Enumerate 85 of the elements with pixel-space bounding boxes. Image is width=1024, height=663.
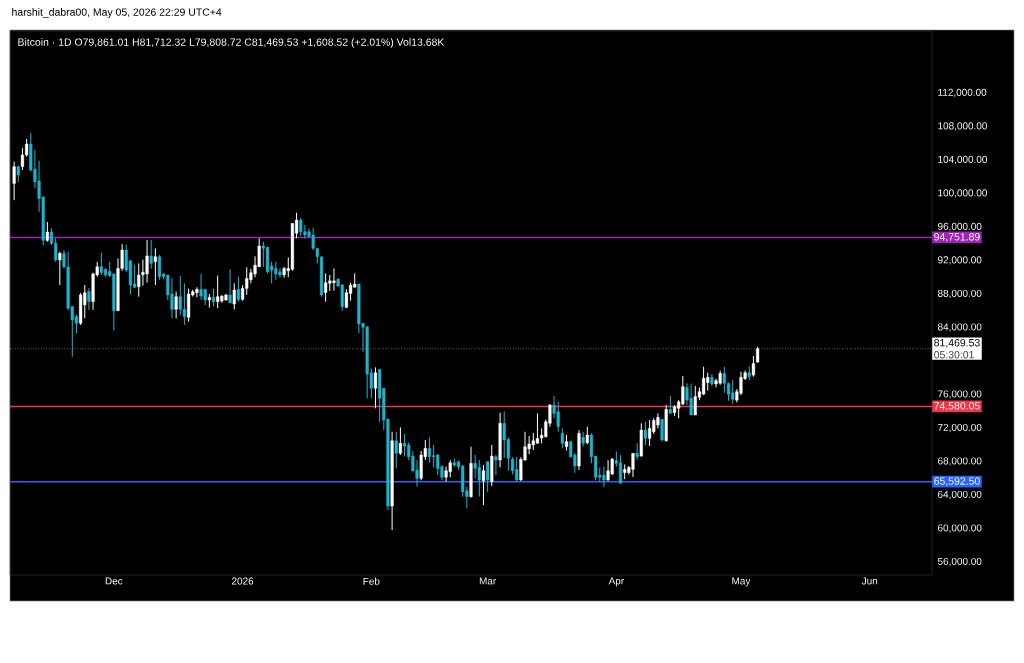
- candlestick: [195, 286, 199, 298]
- candlestick: [58, 251, 62, 286]
- y-tick-label: 64,000.00: [938, 490, 982, 500]
- x-tick-label: May: [732, 577, 751, 587]
- candlestick: [581, 431, 585, 448]
- candlestick: [419, 450, 423, 481]
- candlestick: [631, 452, 635, 478]
- y-tick-label: 88,000.00: [937, 289, 982, 299]
- candlestick: [149, 239, 153, 270]
- candlestick: [515, 456, 519, 483]
- y-tick-label: 108,000.00: [938, 122, 987, 131]
- candlestick: [340, 283, 344, 312]
- candlestick: [145, 239, 149, 284]
- candlestick: [274, 261, 278, 281]
- candlestick: [618, 454, 623, 484]
- candlestick: [278, 267, 282, 279]
- candlestick: [236, 276, 240, 303]
- candlestick: [398, 426, 402, 456]
- y-tick-label: 60,000.00: [938, 524, 982, 533]
- candlestick: [660, 418, 664, 443]
- candlestick: [228, 268, 232, 304]
- candlestick: [199, 273, 203, 301]
- candlestick: [299, 217, 303, 237]
- candlestick: [153, 247, 157, 286]
- candlestick: [373, 366, 378, 409]
- candlestick: [332, 267, 336, 292]
- y-tick-label: 72,000.00: [938, 423, 982, 433]
- candlestick: [87, 287, 91, 311]
- candlestick: [20, 147, 25, 171]
- candlestick: [486, 461, 490, 493]
- candlestick: [706, 372, 710, 392]
- candlestick: [232, 282, 236, 310]
- text: 05:30:01: [934, 350, 974, 359]
- candlestick: [187, 288, 191, 323]
- candlestick: [502, 411, 506, 459]
- candlestick: [174, 290, 178, 319]
- candlestick: [245, 266, 249, 296]
- text: harshit_dabra00, May 05, 2026 22:29 UTC+4: [12, 8, 222, 18]
- candlestick: [170, 277, 174, 319]
- candlestick: [693, 385, 697, 416]
- candlestick: [635, 442, 639, 461]
- candlestick: [494, 454, 498, 476]
- candlestick: [606, 459, 610, 482]
- y-tick-label: 96,000.00: [938, 222, 982, 232]
- y-tick-label: 56,000.00: [937, 557, 982, 567]
- candlestick: [643, 421, 648, 446]
- x-tick-label: Feb: [363, 577, 380, 585]
- y-tick-label: 76,000.00: [938, 390, 982, 399]
- candlestick: [560, 427, 564, 449]
- x-tick-label: Apr: [608, 577, 624, 587]
- y-tick-label: 104,000.00: [938, 155, 987, 165]
- ref-line-label: 81,469.53: [934, 339, 980, 348]
- x-tick-label: 2026: [232, 577, 254, 585]
- y-tick-label: 68,000.00: [938, 457, 982, 466]
- candlestick: [178, 275, 182, 316]
- candlestick: [141, 259, 145, 287]
- candlestick: [473, 454, 477, 479]
- candlestick: [157, 254, 162, 281]
- candlestick: [444, 466, 448, 483]
- candlestick: [751, 355, 755, 378]
- ref-line-label: 94,751.89: [934, 233, 980, 242]
- candlestick: [216, 275, 220, 309]
- x-tick-label: Mar: [479, 577, 497, 585]
- ref-line-label: 74,580.05: [934, 402, 980, 411]
- x-tick-label: Dec: [105, 577, 123, 585]
- candlestick: [45, 221, 49, 243]
- candlestick: [477, 459, 481, 498]
- candlestick: [481, 464, 486, 506]
- candlestick: [427, 436, 432, 464]
- y-tick-label: 112,000.00: [938, 88, 987, 98]
- candlestick: [402, 433, 407, 457]
- y-tick-label: 84,000.00: [937, 323, 982, 332]
- candlestick: [324, 272, 328, 303]
- y-tick-label: 92,000.00: [938, 256, 982, 265]
- candlestick: [648, 419, 652, 447]
- candlestick: [602, 466, 606, 488]
- x-tick-label: Jun: [861, 577, 878, 585]
- text: Bitcoin · 1D O79,861.01 H81,712.32 L79,808.72 C81,469.53 +1,608.52 (+2.01%) Vol13.68K: [18, 38, 445, 48]
- candlestick: [681, 375, 685, 406]
- candlestick: [137, 262, 141, 298]
- candlestick: [12, 161, 16, 201]
- candlestick: [689, 383, 693, 416]
- ref-line-label: 65,592.50: [934, 477, 980, 486]
- y-tick-label: 100,000.00: [938, 189, 987, 198]
- candlestick: [394, 431, 398, 469]
